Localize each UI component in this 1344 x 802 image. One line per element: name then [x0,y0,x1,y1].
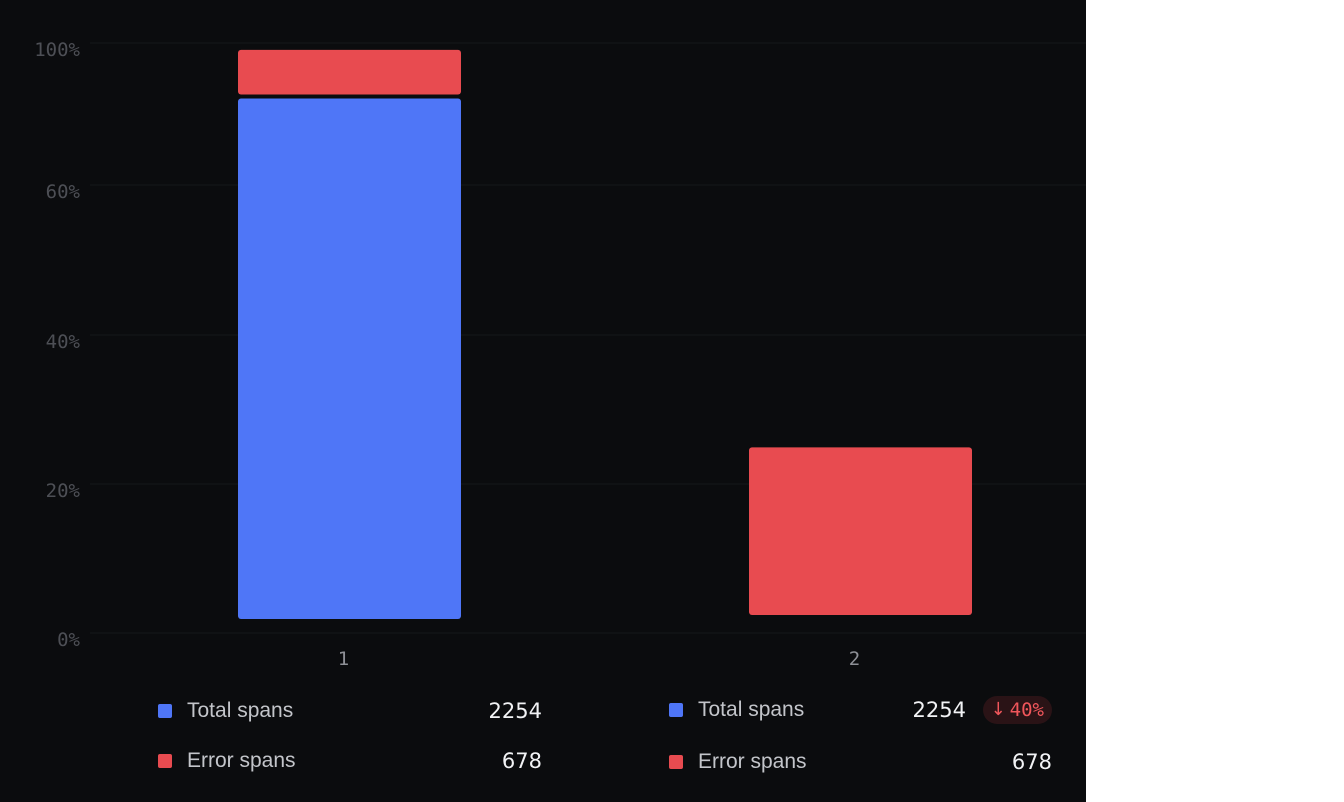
legend-swatch [158,704,172,718]
legend-item-total-spans[interactable]: Total spans 2254 ↓ 40% [669,696,1052,724]
legend-group-1: Total spans 2254 Error spans 678 [158,698,542,778]
legend-item-total-spans[interactable]: Total spans 2254 [158,698,542,724]
y-tick-label: 0% [57,629,80,651]
x-tick-label: 1 [338,648,349,670]
arrow-down-icon: ↓ [990,699,1006,720]
y-tick-label: 40% [46,331,81,353]
legend-value: 678 [1011,750,1052,774]
legend-group-2: Total spans 2254 ↓ 40% Error spans 678 [669,696,1052,777]
legend-swatch [158,754,172,768]
y-tick-label: 60% [46,181,81,203]
legend-item-error-spans[interactable]: Error spans 678 [669,749,1052,775]
legend-label: Total spans [187,699,294,722]
legend-label: Error spans [187,749,296,772]
y-tick-label: 20% [46,480,81,502]
bar-error-spans-2[interactable] [749,447,972,615]
legend-label: Error spans [698,750,807,773]
legend-swatch [669,755,683,769]
bar-error-spans-1[interactable] [238,49,461,95]
x-tick-label: 2 [849,648,860,670]
legend-value: 2254 [488,699,542,723]
change-badge-text: 40% [1009,699,1044,721]
stacked-bar-chart: 100% 60% 40% 20% 0% 1 2 [34,39,1086,670]
legend-label: Total spans [698,698,805,721]
legend-value: 678 [501,749,542,773]
legend-value: 2254 [912,698,966,722]
legend-item-error-spans[interactable]: Error spans 678 [158,748,542,774]
y-tick-label: 100% [34,39,80,61]
chart-panel: 100% 60% 40% 20% 0% 1 2 Total spans 2254 Error… [0,0,1086,802]
bar-total-spans-1[interactable] [238,98,461,620]
legend-swatch [669,703,683,717]
change-badge: ↓ 40% [982,696,1052,724]
